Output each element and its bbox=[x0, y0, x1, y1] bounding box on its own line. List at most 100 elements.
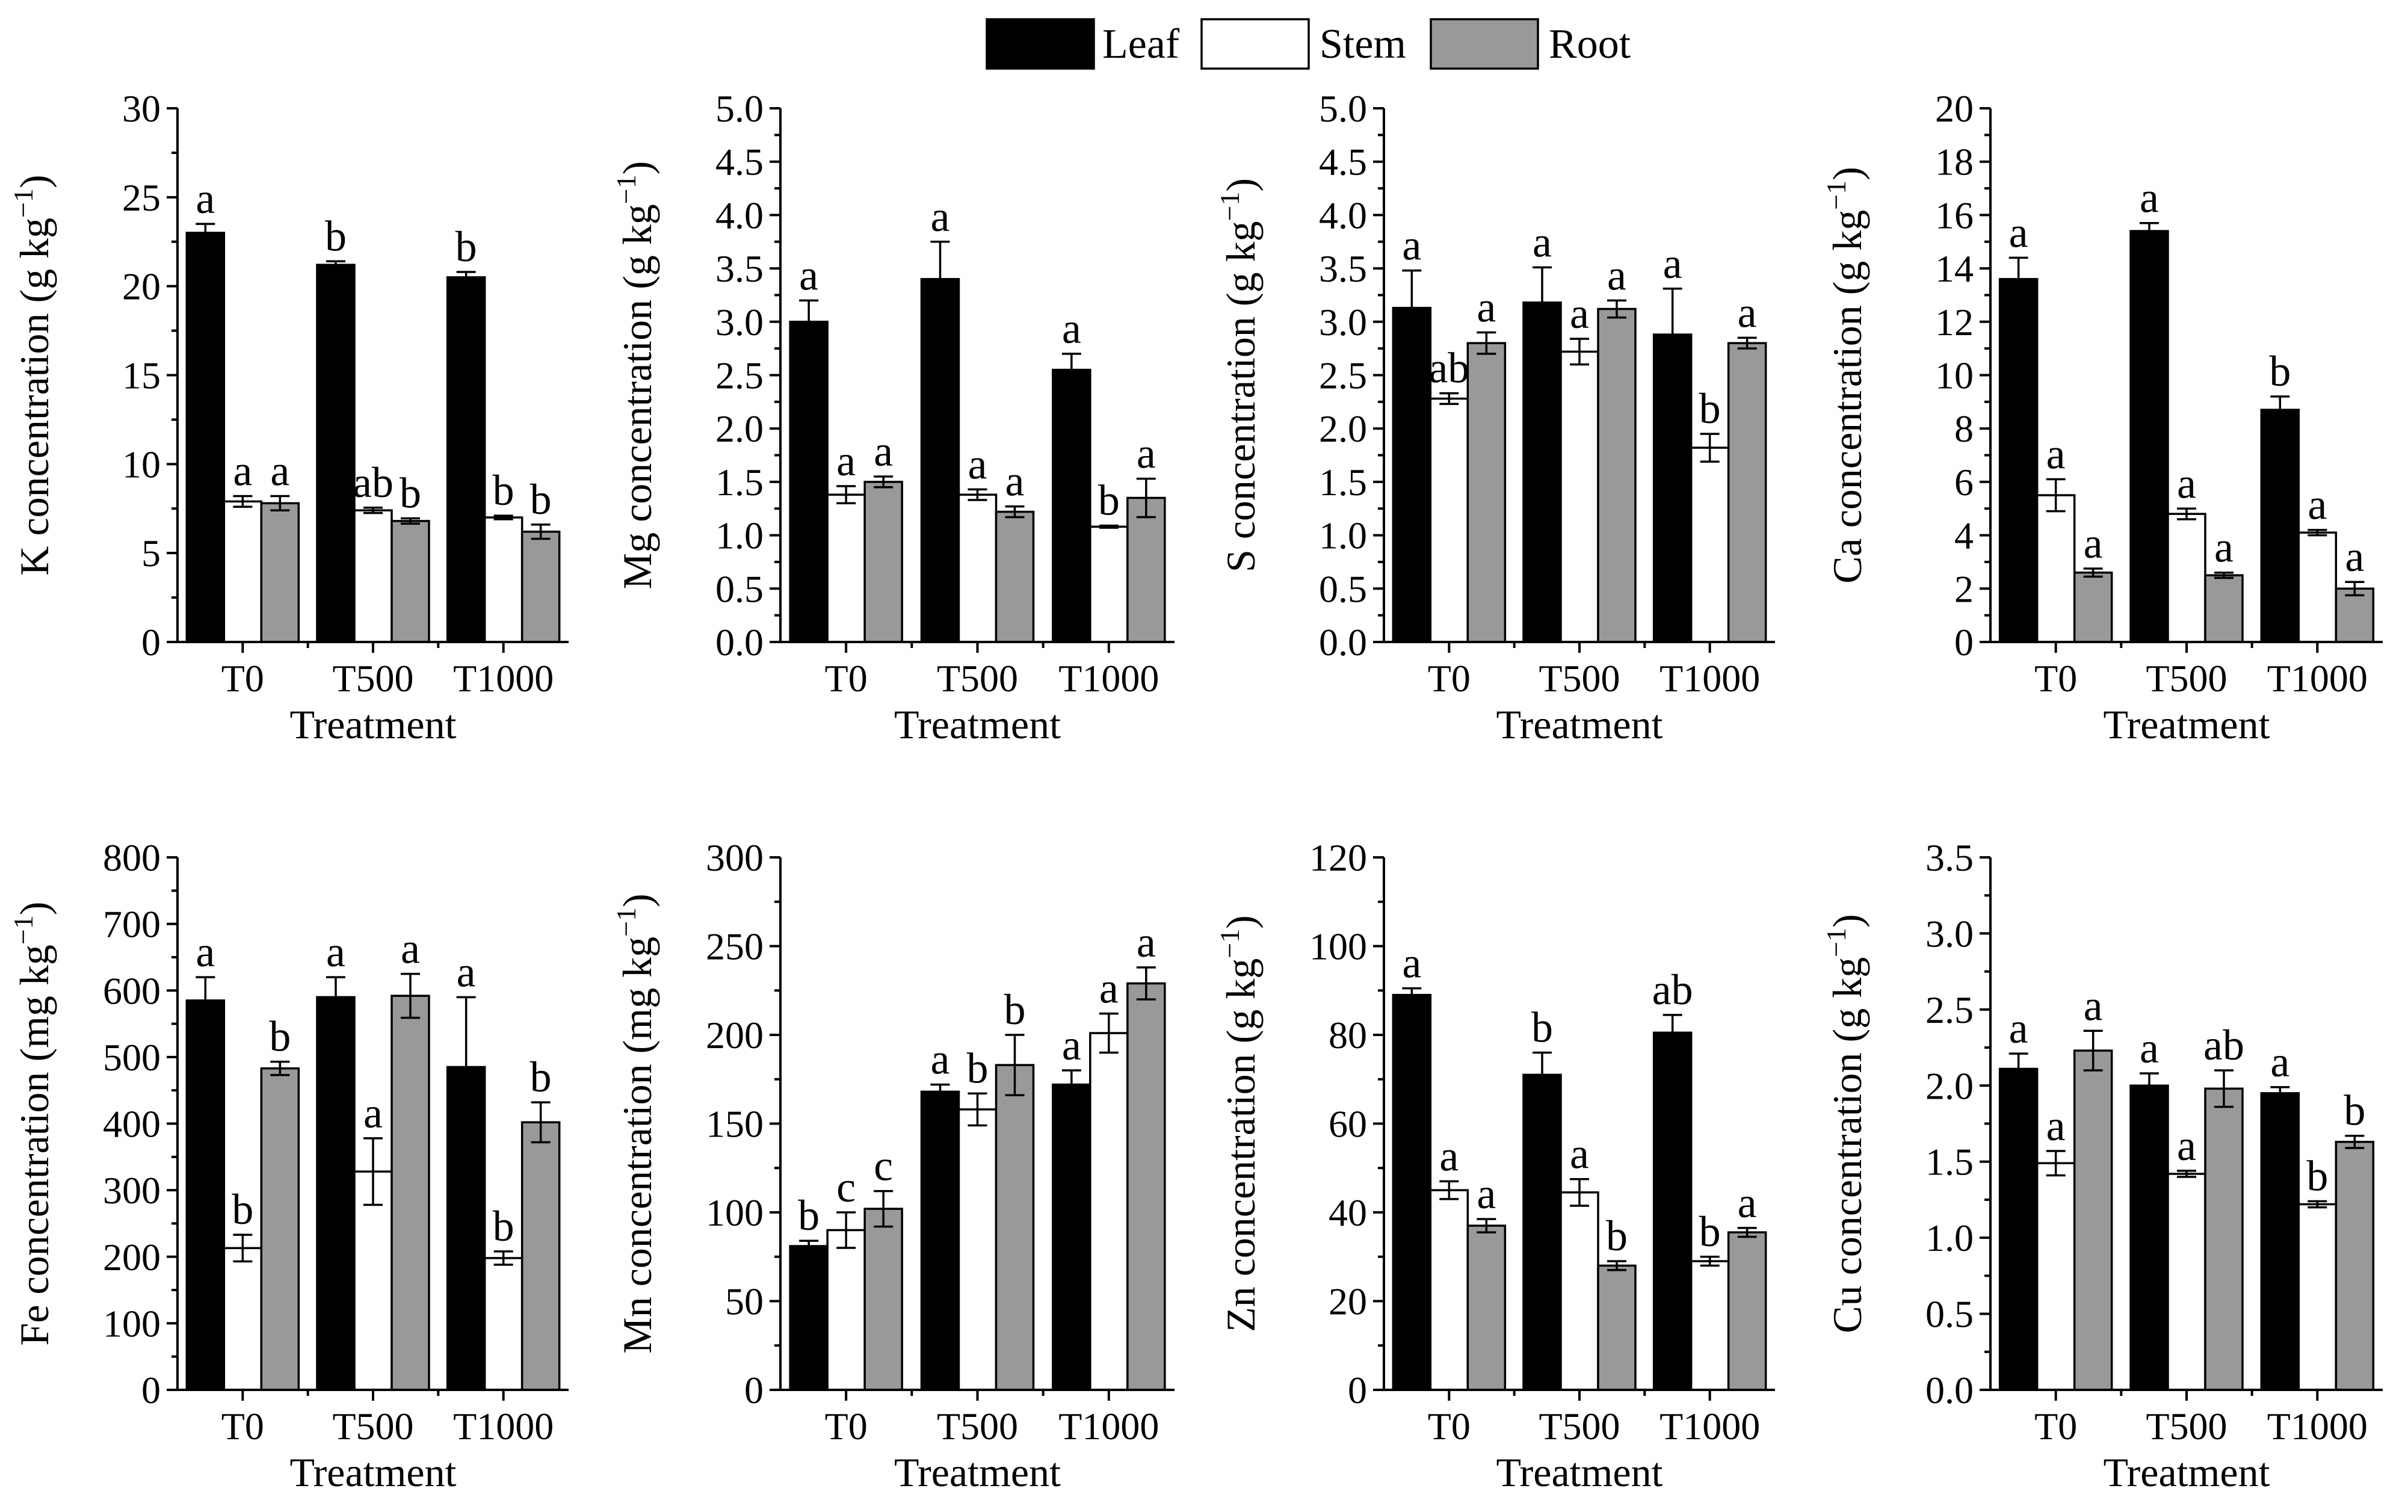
y-tick-label-cu: 2.0 bbox=[1925, 1064, 1974, 1107]
x-tick-label-fe-t500: T500 bbox=[332, 1405, 413, 1448]
y-tick-label-zn: 80 bbox=[1329, 1014, 1367, 1057]
sig-letter-cu-root-t0: a bbox=[2084, 981, 2103, 1029]
bar-mn-root-t1000 bbox=[1126, 982, 1166, 1391]
x-tick-label-mg-t500: T500 bbox=[937, 657, 1018, 700]
x-tick-label-s-t500: T500 bbox=[1539, 657, 1620, 700]
error-bar-fe-root-t500 bbox=[401, 972, 420, 1019]
bar-k-leaf-t500 bbox=[316, 264, 356, 643]
sig-letter-k-stem-t500: ab bbox=[353, 458, 394, 507]
sig-letter-ca-stem-t500: a bbox=[2177, 459, 2196, 507]
y-tick-label-ca: 18 bbox=[1935, 141, 1974, 184]
y-tick-label-mn: 250 bbox=[706, 925, 764, 968]
y-tick-label-s: 4.5 bbox=[1319, 141, 1367, 184]
sig-letter-mg-stem-t500: a bbox=[968, 440, 987, 488]
legend-swatch-stem bbox=[1200, 18, 1310, 70]
sig-letter-ca-stem-t1000: a bbox=[2308, 481, 2327, 529]
bar-s-stem-t1000 bbox=[1690, 446, 1730, 643]
error-bar-zn-root-t1000 bbox=[1737, 1227, 1757, 1238]
bar-s-stem-t500 bbox=[1560, 350, 1599, 643]
y-tick-label-mg: 3.0 bbox=[715, 301, 764, 344]
bar-zn-root-t0 bbox=[1466, 1224, 1507, 1391]
bar-zn-root-t500 bbox=[1597, 1264, 1637, 1391]
x-axis-title-s: Treatment bbox=[1496, 702, 1662, 747]
error-bar-mn-stem-t1000 bbox=[1099, 1012, 1119, 1054]
error-bar-cu-root-t500 bbox=[2214, 1069, 2234, 1108]
error-bar-k-leaf-t500 bbox=[326, 260, 345, 270]
y-tick-label-mg: 2.5 bbox=[715, 354, 764, 397]
y-tick-label-mg: 5.0 bbox=[715, 87, 764, 130]
sig-letter-zn-leaf-t500: b bbox=[1531, 1004, 1553, 1052]
x-tick-label-fe-t0: T0 bbox=[221, 1405, 264, 1448]
bar-mn-stem-t500 bbox=[957, 1108, 998, 1391]
error-bar-s-stem-t500 bbox=[1570, 338, 1589, 366]
y-tick-label-fe: 400 bbox=[103, 1103, 161, 1146]
error-bar-ca-leaf-t500 bbox=[2140, 221, 2159, 241]
error-bar-k-leaf-t0 bbox=[196, 223, 215, 243]
x-tick-label-ca-t0: T0 bbox=[2034, 657, 2077, 700]
y-tick-label-mg: 2.0 bbox=[715, 407, 764, 450]
y-tick-label-cu: 3.0 bbox=[1925, 912, 1974, 955]
bar-zn-stem-t1000 bbox=[1690, 1260, 1730, 1391]
y-tick-label-cu: 0.0 bbox=[1925, 1369, 1974, 1412]
y-axis-title-s: S concentration (g kg−1) bbox=[1214, 178, 1264, 572]
error-bar-k-stem-t1000 bbox=[493, 514, 513, 520]
sig-letter-cu-root-t500: ab bbox=[2203, 1021, 2244, 1069]
sig-letter-zn-leaf-t0: a bbox=[1402, 939, 1421, 987]
bar-fe-stem-t1000 bbox=[483, 1257, 523, 1391]
sig-letter-mg-root-t1000: a bbox=[1137, 430, 1156, 478]
x-tick-label-zn-t500: T500 bbox=[1539, 1405, 1620, 1448]
sig-letter-mn-stem-t500: b bbox=[967, 1044, 989, 1092]
y-tick-label-zn: 40 bbox=[1329, 1191, 1367, 1234]
error-bar-fe-stem-t500 bbox=[363, 1137, 383, 1206]
y-tick-label-fe: 800 bbox=[103, 836, 161, 879]
sig-letter-mg-leaf-t1000: a bbox=[1062, 304, 1081, 353]
y-tick-label-k: 20 bbox=[122, 265, 161, 308]
y-tick-label-fe: 600 bbox=[103, 969, 161, 1012]
error-bar-fe-root-t1000 bbox=[531, 1101, 551, 1144]
error-bar-ca-root-t500 bbox=[2214, 571, 2234, 579]
bar-cu-root-t500 bbox=[2204, 1087, 2244, 1391]
sig-letter-k-stem-t0: a bbox=[233, 447, 252, 495]
sig-letter-s-leaf-t1000: a bbox=[1663, 239, 1682, 288]
sig-letter-ca-leaf-t500: a bbox=[2140, 174, 2159, 222]
y-axis-title-k: K concentration (g kg−1) bbox=[8, 174, 57, 575]
error-bar-ca-stem-t0 bbox=[2046, 478, 2066, 513]
x-tick-label-fe-t1000: T1000 bbox=[453, 1405, 554, 1448]
sig-letter-s-stem-t0: ab bbox=[1428, 344, 1469, 392]
y-tick-label-s: 3.0 bbox=[1319, 301, 1367, 344]
error-bar-mn-leaf-t1000 bbox=[1061, 1069, 1081, 1100]
x-tick-label-cu-t1000: T1000 bbox=[2267, 1405, 2368, 1448]
sig-letter-fe-leaf-t1000: a bbox=[457, 948, 476, 996]
error-bar-mn-leaf-t500 bbox=[930, 1083, 950, 1100]
y-tick-label-k: 5 bbox=[141, 532, 161, 575]
sig-letter-k-leaf-t500: b bbox=[325, 212, 347, 260]
y-tick-label-fe: 0 bbox=[141, 1369, 161, 1412]
x-tick-label-cu-t500: T500 bbox=[2146, 1405, 2227, 1448]
sig-letter-zn-root-t0: a bbox=[1477, 1170, 1496, 1218]
y-tick-label-s: 2.5 bbox=[1319, 354, 1367, 397]
error-bar-cu-stem-t1000 bbox=[2308, 1200, 2327, 1209]
error-bar-mg-stem-t0 bbox=[836, 485, 856, 505]
y-tick-label-zn: 100 bbox=[1309, 925, 1367, 968]
sig-letter-mn-leaf-t0: b bbox=[798, 1191, 820, 1239]
bar-mn-root-t500 bbox=[995, 1064, 1035, 1391]
error-bar-zn-root-t0 bbox=[1477, 1218, 1496, 1233]
sig-letter-mg-root-t0: a bbox=[874, 427, 893, 475]
sig-letter-ca-root-t0: a bbox=[2084, 519, 2103, 567]
error-bar-k-root-t1000 bbox=[531, 523, 551, 540]
y-tick-label-cu: 0.5 bbox=[1925, 1293, 1974, 1336]
bar-ca-leaf-t500 bbox=[2129, 230, 2169, 643]
y-tick-label-cu: 2.5 bbox=[1925, 989, 1974, 1031]
y-tick-label-mn: 200 bbox=[706, 1014, 764, 1057]
y-tick-label-ca: 12 bbox=[1935, 301, 1974, 344]
error-bar-fe-stem-t1000 bbox=[493, 1250, 513, 1266]
y-tick-label-mg: 1.5 bbox=[715, 461, 764, 504]
y-tick-label-s: 0.0 bbox=[1319, 621, 1367, 664]
sig-letter-ca-leaf-t0: a bbox=[2009, 208, 2028, 256]
bar-ca-root-t1000 bbox=[2335, 587, 2375, 643]
y-tick-label-mg: 4.0 bbox=[715, 194, 764, 236]
y-tick-label-ca: 8 bbox=[1954, 407, 1974, 450]
